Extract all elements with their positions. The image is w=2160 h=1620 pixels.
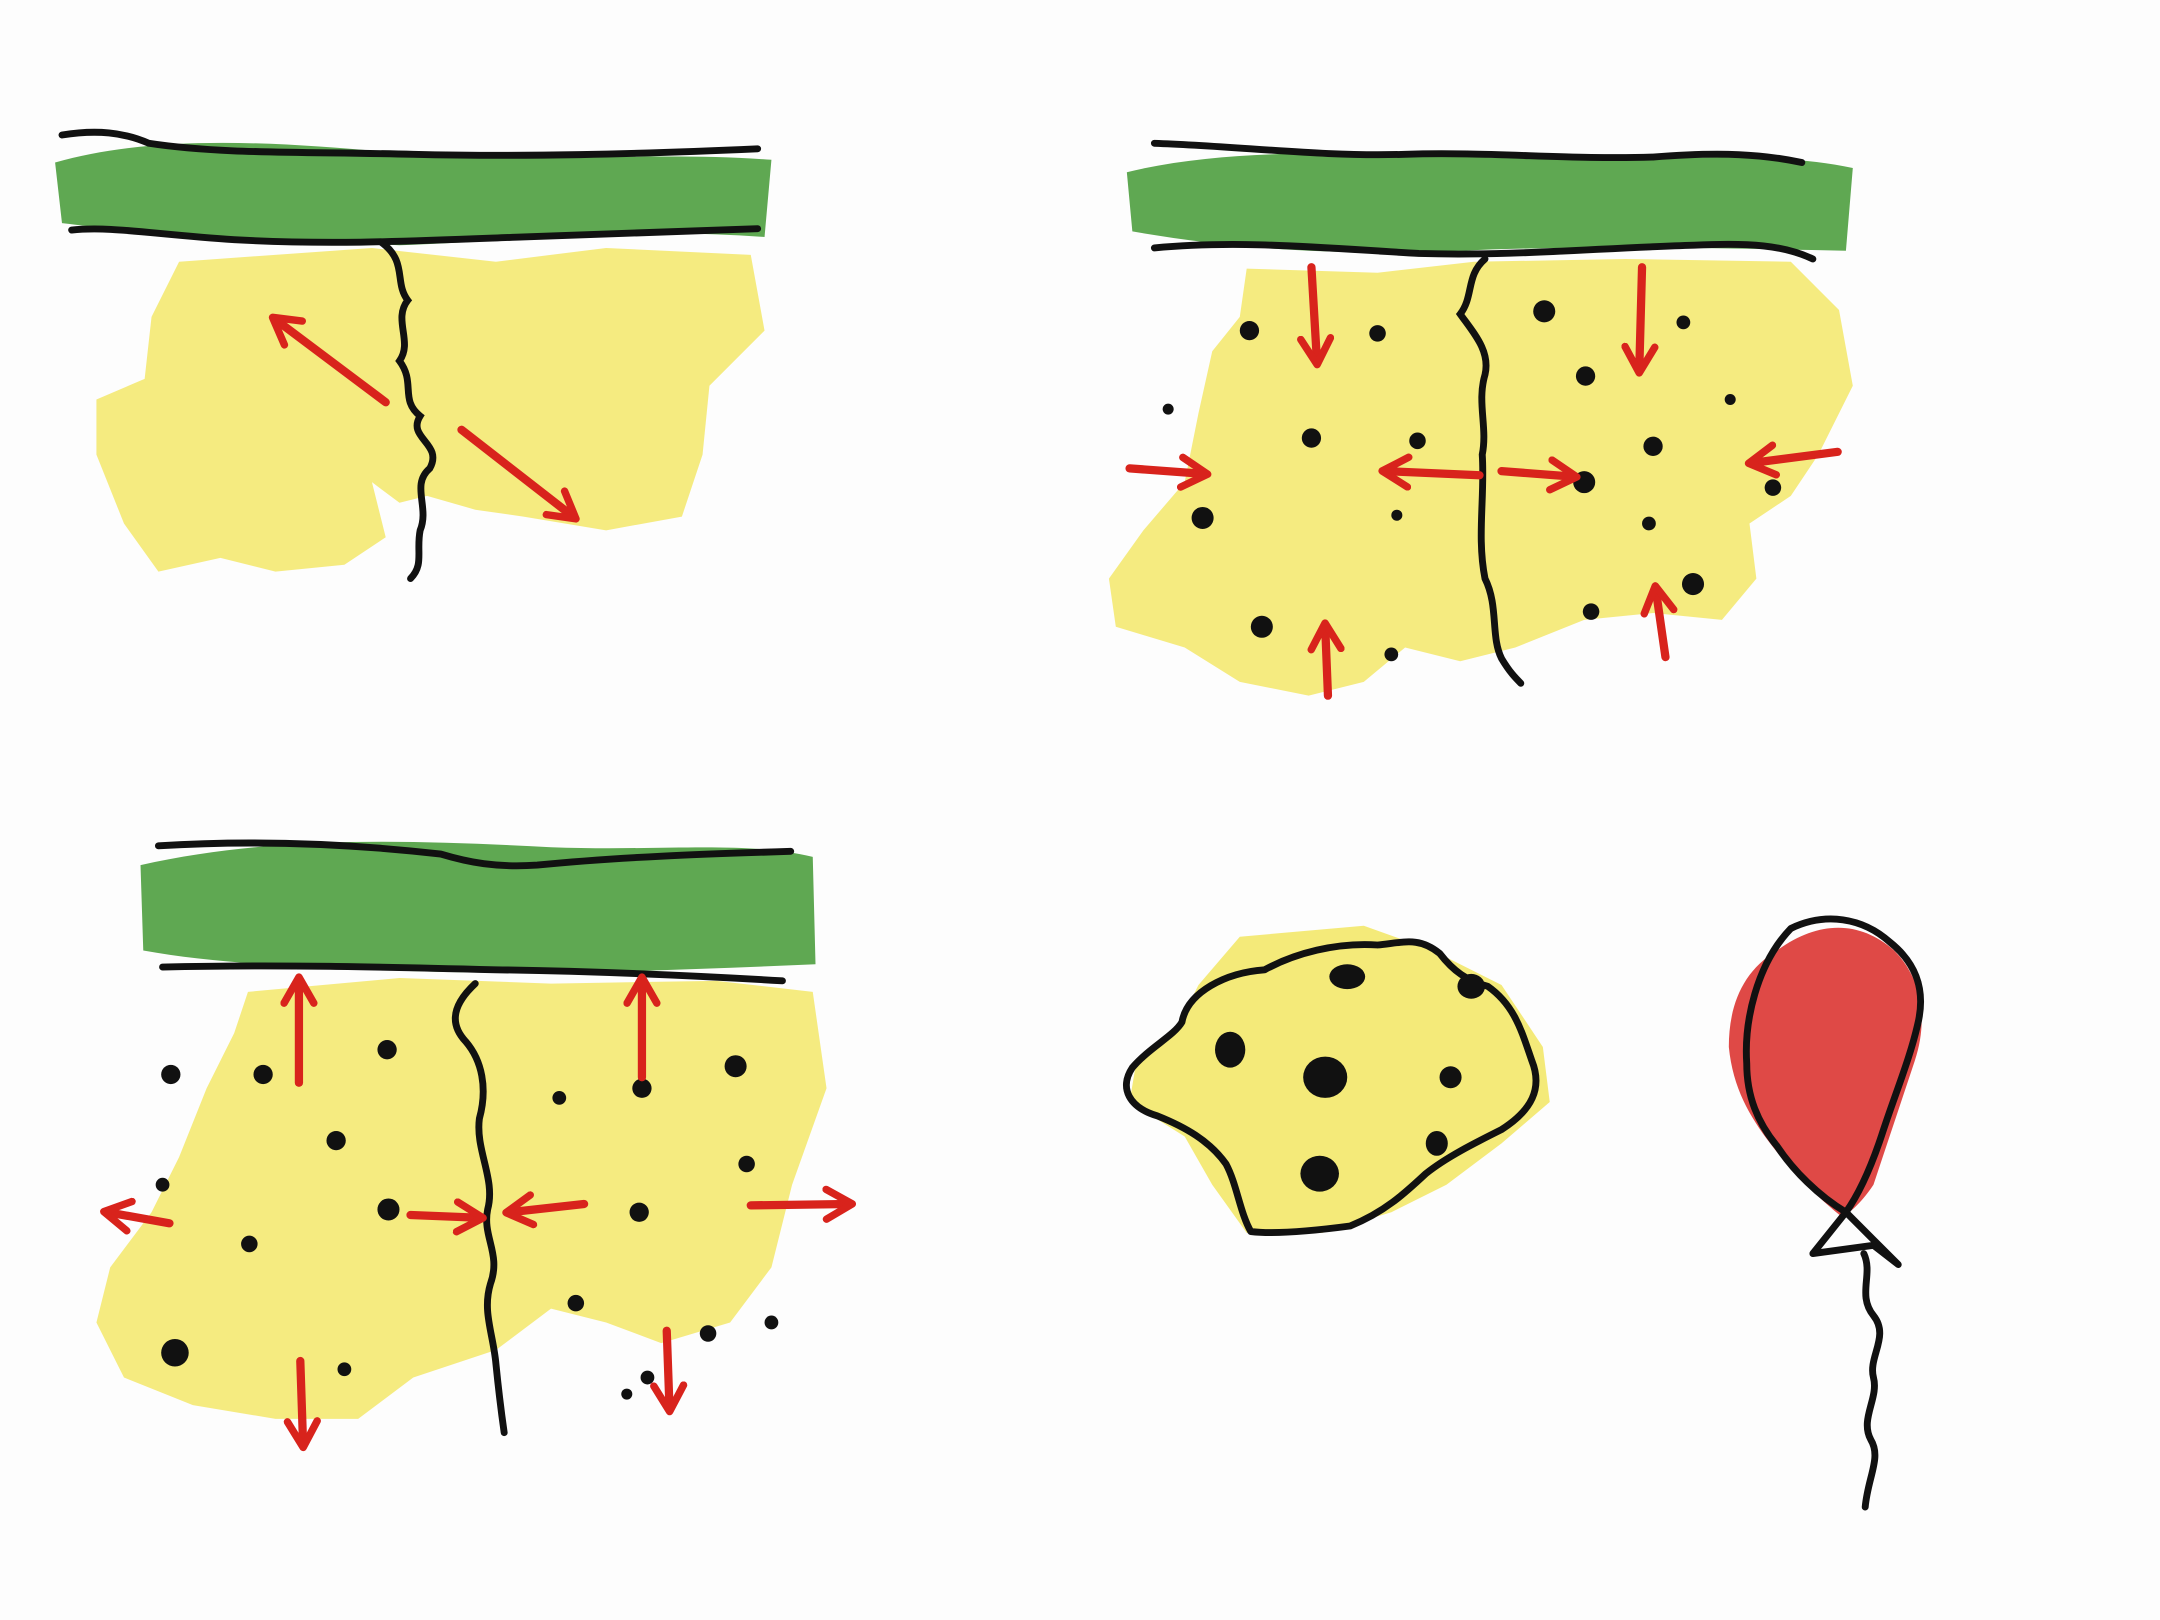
arrow-down (650, 1326, 688, 1416)
particle-dot (1724, 393, 1736, 405)
panel-2 (1108, 139, 1853, 700)
particle-dot (621, 1388, 633, 1400)
particle-dot (1642, 516, 1656, 531)
particle-dot (764, 1315, 779, 1330)
arrow-left (100, 1197, 174, 1235)
particle-dot (1250, 615, 1273, 638)
blob-outline (1123, 938, 1540, 1237)
blob-dot (1457, 973, 1485, 999)
crack-line (378, 239, 437, 583)
particle-dot (1643, 436, 1663, 456)
particle-dots (1162, 300, 1782, 662)
arrow-right (1497, 456, 1581, 494)
arrow-left (1744, 441, 1842, 479)
arrow-right (746, 1185, 857, 1223)
arrow-up-left (268, 313, 390, 407)
balloon-red-fill (1728, 927, 1922, 1218)
balloon-knot (1809, 1208, 1902, 1269)
particle-dot (738, 1155, 755, 1173)
arrow-down-right (457, 425, 580, 523)
particle-dot (640, 1370, 655, 1385)
arrow-right (406, 1198, 487, 1236)
particle-dot (724, 1055, 747, 1078)
particle-dot (1391, 509, 1403, 521)
blob-dot (1425, 1130, 1448, 1156)
band-top-line (1150, 139, 1806, 166)
panel-3 (96, 839, 857, 1452)
blob-dot (1329, 964, 1366, 990)
particle-dot (1369, 325, 1386, 342)
particle-dot (1575, 366, 1596, 386)
dotted-blob (1123, 925, 1550, 1237)
band-bottom-line (159, 962, 786, 985)
particle-dot (161, 1338, 189, 1367)
particle-dot (253, 1064, 273, 1085)
arrow-left (502, 1191, 589, 1229)
arrow-down (1297, 263, 1335, 369)
particle-dot (567, 1294, 585, 1312)
particle-dot (1409, 432, 1426, 450)
balloon (1728, 915, 1924, 1511)
particle-dot (699, 1325, 717, 1342)
particle-dot (1191, 506, 1214, 529)
arrow-right (1125, 453, 1212, 491)
particle-dot (377, 1040, 397, 1060)
blob-dot (1215, 1031, 1246, 1068)
particle-dot (629, 1202, 649, 1222)
particle-dots (155, 1040, 779, 1400)
green-band (55, 142, 772, 246)
particle-dot (1764, 479, 1782, 496)
crack-line (1455, 255, 1525, 687)
band-bottom-line (1150, 240, 1817, 263)
particle-dot (241, 1235, 258, 1253)
crack-line (452, 980, 508, 1437)
band-top-line (58, 128, 762, 159)
particle-dot (1162, 403, 1174, 415)
particle-dot (1582, 603, 1600, 620)
arrow-down (283, 1356, 321, 1452)
particle-dot (326, 1130, 346, 1151)
particle-dot (1533, 300, 1556, 323)
arrow-up (1640, 582, 1678, 662)
blob-dots (1215, 964, 1485, 1192)
arrow-down (1621, 263, 1659, 377)
particle-dot (552, 1091, 567, 1105)
yellow-region (96, 978, 827, 1419)
particle-dot (1676, 315, 1691, 330)
blob-dot (1303, 1056, 1348, 1098)
arrows (1125, 263, 1842, 700)
balloon-outline (1742, 915, 1924, 1216)
particle-dot (632, 1078, 652, 1098)
green-band (1126, 153, 1853, 253)
particle-dot (1384, 647, 1399, 662)
arrows (100, 973, 857, 1452)
balloon-string (1860, 1250, 1884, 1511)
particle-dot (1681, 573, 1705, 596)
particle-dot (1301, 428, 1322, 448)
particle-dot (155, 1177, 170, 1192)
arrow-up (1307, 619, 1345, 700)
yellow-region (96, 247, 765, 572)
band-bottom-line (68, 225, 762, 246)
particle-dot (377, 1198, 400, 1221)
particle-dot (161, 1064, 181, 1085)
panel-4 (1123, 915, 1924, 1511)
arrow-left (1378, 453, 1484, 491)
particle-dot (1239, 320, 1260, 341)
green-band (140, 841, 816, 973)
panel-1 (55, 128, 772, 583)
particle-dot (337, 1362, 352, 1377)
band-top-line (154, 839, 795, 870)
blob-dot (1300, 1155, 1339, 1192)
blob-dot (1439, 1066, 1462, 1089)
